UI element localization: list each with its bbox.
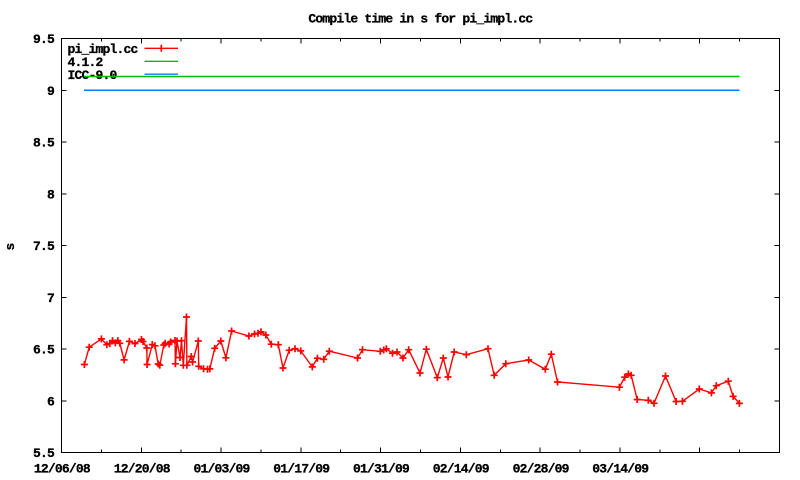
svg-text:9: 9 — [47, 84, 55, 99]
svg-text:12/20/08: 12/20/08 — [114, 462, 171, 477]
svg-text:02/14/09: 02/14/09 — [433, 462, 490, 477]
svg-text:7.5: 7.5 — [33, 239, 55, 254]
svg-text:4.1.2: 4.1.2 — [68, 55, 104, 70]
svg-text:8: 8 — [47, 187, 55, 202]
svg-text:pi_impl.cc: pi_impl.cc — [68, 42, 139, 57]
svg-text:6.5: 6.5 — [33, 343, 55, 358]
svg-text:8.5: 8.5 — [33, 136, 55, 151]
svg-text:02/28/09: 02/28/09 — [513, 462, 570, 477]
svg-text:6: 6 — [47, 394, 55, 409]
svg-text:5.5: 5.5 — [33, 446, 55, 461]
svg-text:9.5: 9.5 — [33, 32, 55, 47]
svg-text:Compile time in s for pi_impl.: Compile time in s for pi_impl.cc — [308, 12, 533, 27]
svg-text:01/17/09: 01/17/09 — [273, 462, 330, 477]
svg-text:03/14/09: 03/14/09 — [592, 462, 649, 477]
svg-text:ICC-9.0: ICC-9.0 — [68, 68, 118, 83]
svg-text:s: s — [3, 243, 18, 251]
svg-text:01/03/09: 01/03/09 — [193, 462, 250, 477]
svg-text:12/06/08: 12/06/08 — [34, 462, 91, 477]
svg-text:01/31/09: 01/31/09 — [353, 462, 410, 477]
svg-text:7: 7 — [47, 291, 54, 306]
